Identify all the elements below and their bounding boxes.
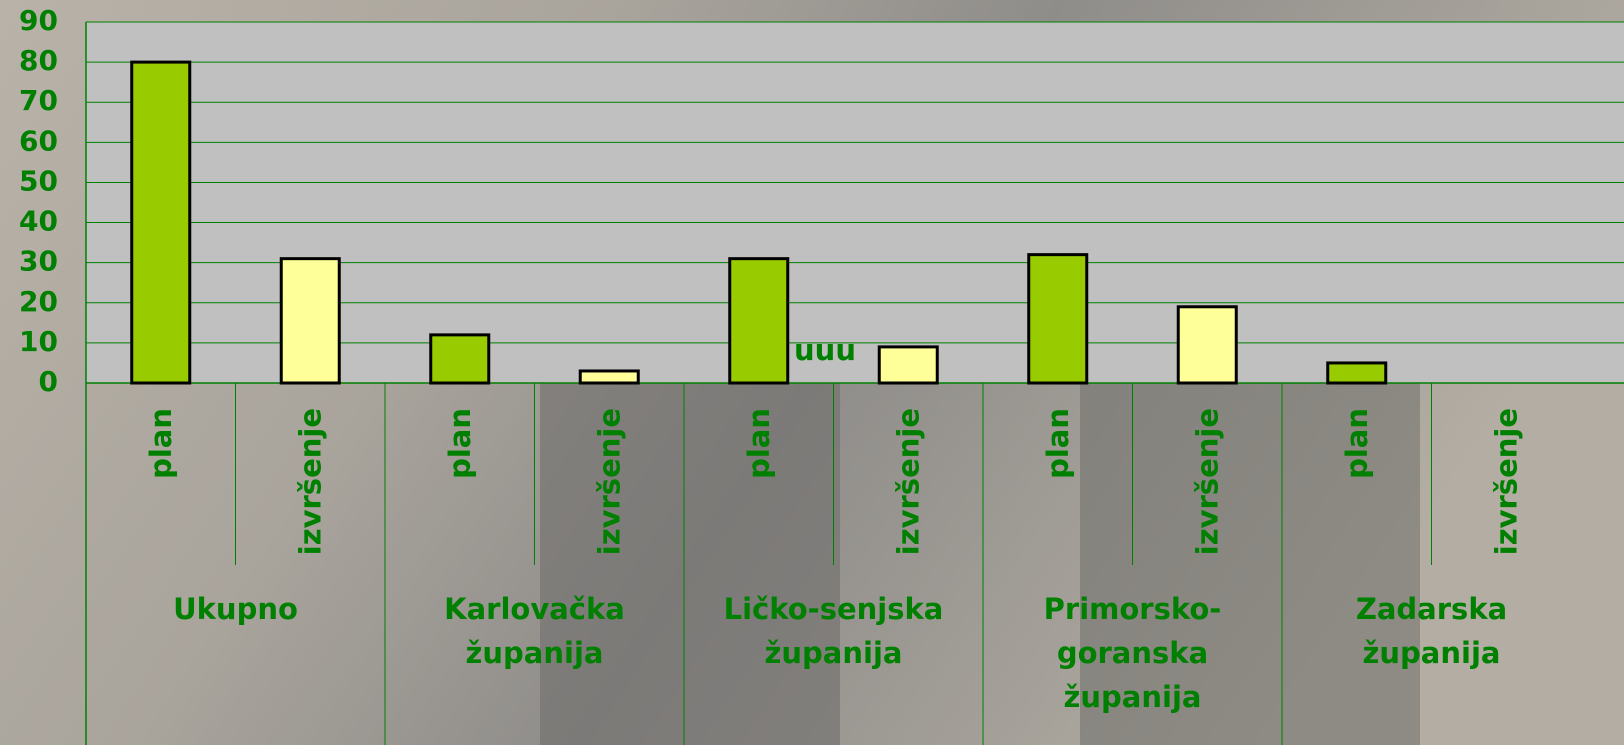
bar [429, 333, 491, 385]
category-label: županija [765, 636, 903, 670]
background-shade [540, 383, 840, 745]
y-tick-label: 80 [19, 44, 58, 77]
y-tick-label: 40 [19, 205, 58, 238]
y-tick-label: 30 [19, 245, 58, 278]
y-tick-label: 20 [19, 285, 58, 318]
bar [1326, 361, 1388, 385]
category-label: Ukupno [173, 592, 298, 626]
sub-category-label: izvršenje [293, 408, 327, 555]
bar [877, 345, 939, 385]
bar [130, 60, 192, 385]
sub-category-label: plan [443, 408, 477, 479]
bar [279, 257, 341, 385]
bar [1176, 305, 1238, 385]
y-tick-label: 60 [19, 124, 58, 157]
sub-category-label: plan [144, 408, 178, 479]
category-label: goranska [1057, 636, 1208, 670]
y-tick-label: 70 [19, 84, 58, 117]
y-tick-label: 50 [19, 164, 58, 197]
background-shade [1080, 383, 1420, 745]
sub-category-label: izvršenje [592, 408, 626, 555]
annotation: uuu [794, 333, 856, 367]
sub-category-label: plan [1340, 408, 1374, 479]
y-tick-label: 10 [19, 325, 58, 358]
category-label: Ličko-senjska [724, 592, 944, 626]
bar [728, 257, 790, 385]
sub-category-label: izvršenje [891, 408, 925, 555]
sub-category-label: plan [1041, 408, 1075, 479]
sub-category-label: izvršenje [1489, 408, 1523, 555]
plot-area [86, 22, 1624, 383]
sub-category-label: plan [742, 408, 776, 479]
sub-category-label: izvršenje [1190, 408, 1224, 555]
category-label: županija [1363, 636, 1501, 670]
bar [578, 369, 640, 385]
y-tick-label: 90 [19, 4, 58, 37]
bar [1027, 253, 1089, 385]
category-label: županija [1064, 680, 1202, 714]
category-label: Karlovačka [444, 592, 625, 626]
category-label: Primorsko- [1044, 592, 1222, 626]
category-label: županija [466, 636, 604, 670]
category-label: Zadarska [1356, 592, 1507, 626]
y-tick-label: 0 [39, 365, 58, 398]
